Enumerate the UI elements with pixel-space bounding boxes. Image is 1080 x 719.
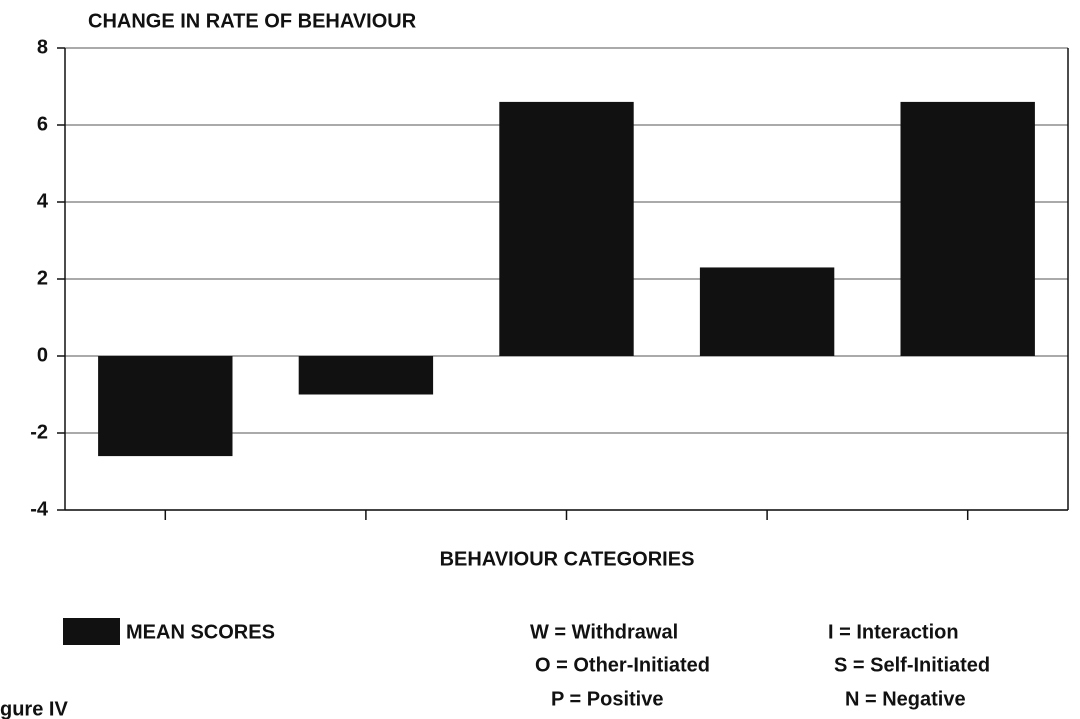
key-entry: O = Other-Initiated [535, 654, 710, 676]
y-tick-label: 6 [37, 113, 48, 135]
y-tick-label: 4 [37, 190, 49, 212]
bar [900, 101, 1035, 357]
y-tick-label: -2 [30, 421, 48, 443]
y-tick-label: 2 [37, 267, 48, 289]
y-tick-label: 8 [37, 36, 48, 58]
key-entry: P = Positive [551, 688, 663, 710]
bar [699, 267, 835, 356]
legend-label: MEAN SCORES [126, 621, 275, 643]
key-entry: W = Withdrawal [530, 621, 678, 643]
y-tick-label: -4 [30, 498, 49, 520]
key-entry: I = Interaction [828, 621, 959, 643]
bar [499, 101, 634, 357]
bar [98, 356, 233, 457]
chart-title: CHANGE IN RATE OF BEHAVIOUR [88, 10, 417, 32]
caption: gure IV [0, 698, 68, 719]
bar [298, 356, 434, 395]
x-axis-label: BEHAVIOUR CATEGORIES [440, 548, 695, 570]
key-entry: N = Negative [845, 688, 966, 710]
y-tick-label: 0 [37, 344, 48, 366]
legend-swatch [63, 618, 120, 645]
key-entry: S = Self-Initiated [834, 654, 990, 676]
